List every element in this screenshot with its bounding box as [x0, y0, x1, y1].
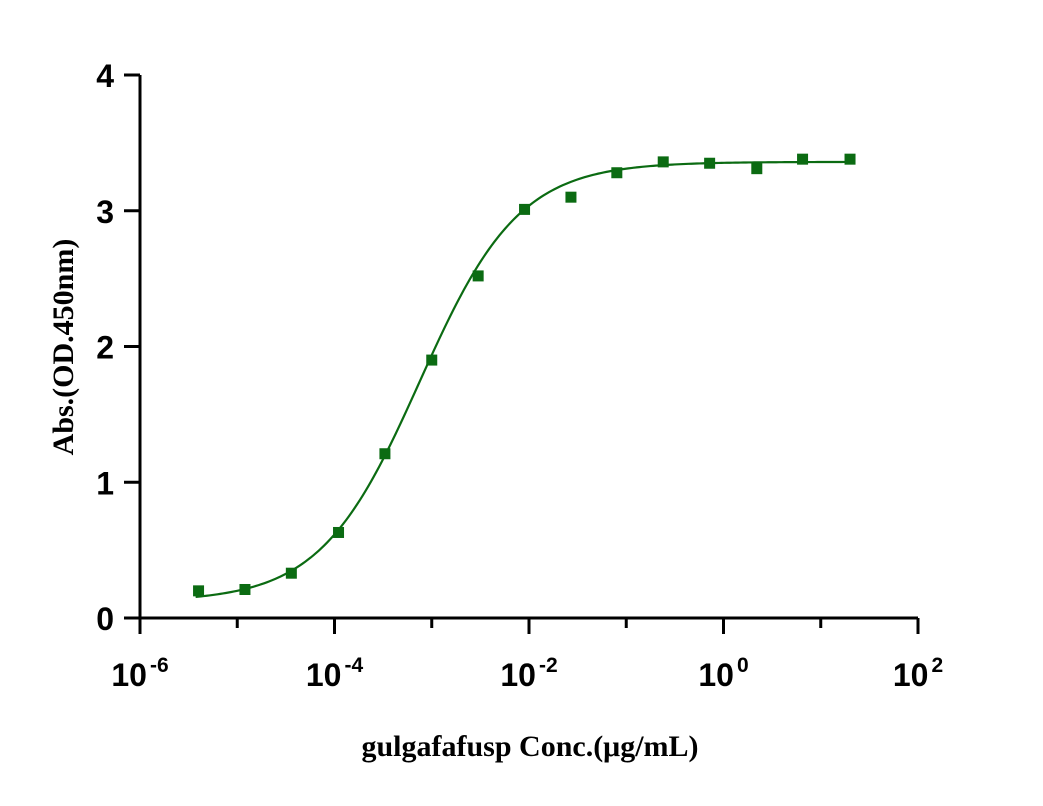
- data-point: [333, 526, 345, 538]
- fit-curve: [195, 160, 853, 599]
- y-tick-label: 0: [96, 601, 114, 637]
- data-points: [193, 153, 856, 597]
- data-point: [751, 163, 763, 175]
- data-point: [285, 567, 297, 579]
- y-tick-label: 1: [96, 465, 114, 501]
- data-point: [379, 448, 391, 460]
- data-point: [657, 156, 669, 168]
- x-tick-label: 10 -6: [111, 654, 168, 693]
- data-point: [472, 270, 484, 282]
- y-ticks: 0 1 2 3 4: [96, 58, 140, 637]
- y-tick-label: 2: [96, 330, 114, 366]
- x-axis-title: gulgafafusp Conc.(μg/mL): [361, 730, 698, 763]
- data-point: [844, 153, 856, 165]
- data-point: [239, 583, 251, 595]
- x-tick-label: 10 0: [698, 654, 748, 693]
- data-point: [611, 167, 623, 179]
- x-tick-label: 10 -2: [500, 654, 557, 693]
- data-point: [519, 203, 531, 215]
- data-point: [426, 354, 438, 366]
- x-tick-label: 10 2: [893, 654, 943, 693]
- data-point: [704, 157, 716, 169]
- data-point: [565, 191, 577, 203]
- y-axis-title: Abs.(OD.450nm): [47, 239, 80, 456]
- y-tick-label: 4: [96, 58, 114, 94]
- y-tick-label: 3: [96, 194, 114, 230]
- data-point: [797, 153, 809, 165]
- data-point: [193, 585, 205, 597]
- x-tick-label: 10 -4: [306, 654, 364, 693]
- x-ticks: 10 -6 10 -4 10 -2 10 0 10 2: [111, 618, 943, 693]
